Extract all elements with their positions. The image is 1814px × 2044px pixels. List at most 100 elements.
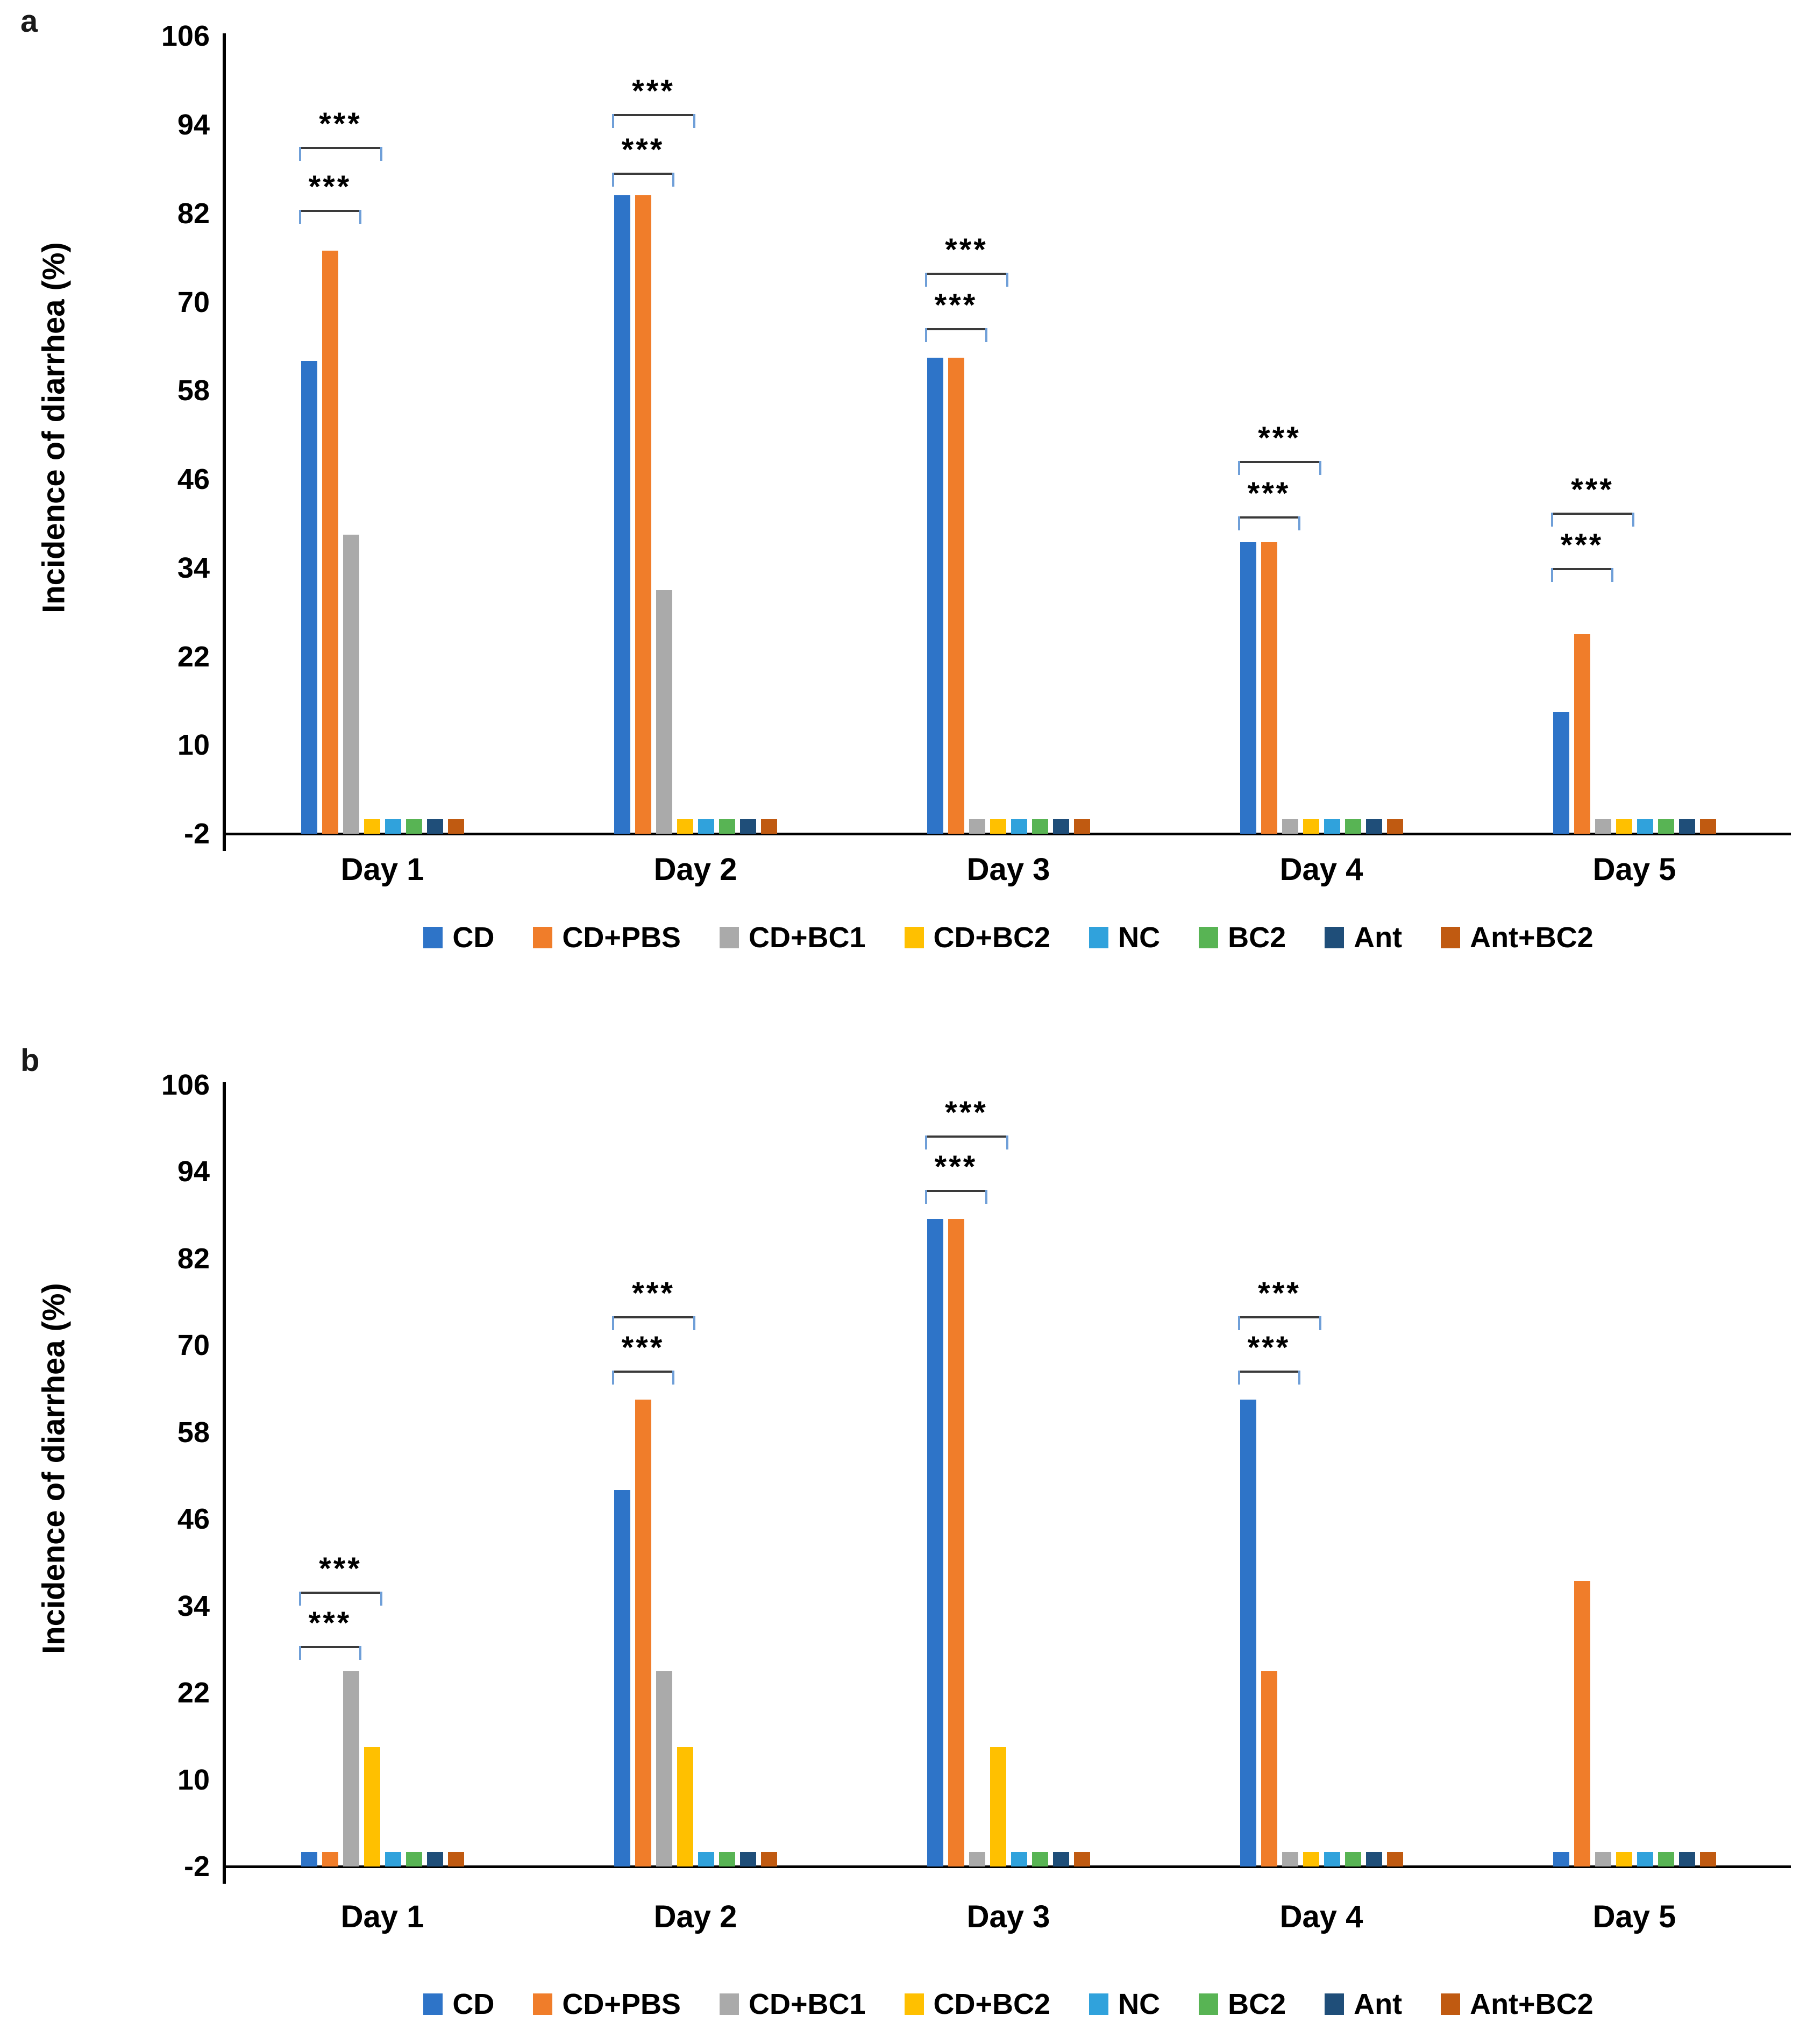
bar-CD+BC2-day-1 — [364, 819, 380, 834]
legend-item-CD+PBS: CD+PBS — [533, 1988, 681, 2021]
legend-label-CD+BC1: CD+BC1 — [748, 921, 866, 954]
significance-stars: *** — [945, 1095, 988, 1131]
legend-label-CD+BC2: CD+BC2 — [933, 921, 1051, 954]
bar-BC2-day-3 — [1032, 1852, 1048, 1866]
legend-label-CD+BC1: CD+BC1 — [748, 1988, 866, 2020]
significance-bracket-end — [672, 173, 674, 187]
bar-Ant-day-3 — [1052, 819, 1069, 834]
bar-CD+BC1-day-1 — [343, 535, 359, 834]
bar-CD+BC1-day-3 — [969, 1852, 985, 1866]
legend-item-CD+BC1: CD+BC1 — [719, 921, 866, 954]
panel-a-y-tick-label: 106 — [161, 20, 210, 53]
bar-NC-day-3 — [1011, 819, 1027, 834]
bar-CD+BC2-day-4 — [1303, 1852, 1319, 1866]
bar-Ant+BC2-day-1 — [447, 819, 464, 834]
legend-item-Ant+BC2: Ant+BC2 — [1441, 1988, 1594, 2021]
bar-Ant-day-3 — [1052, 1852, 1069, 1866]
legend-item-CD: CD — [423, 921, 494, 954]
bar-Ant+BC2-day-2 — [760, 819, 777, 834]
bar-CD-day-1 — [301, 1852, 317, 1866]
significance-bracket-end — [1319, 1316, 1321, 1331]
significance-bracket-end — [1237, 1371, 1240, 1385]
significance-stars: *** — [1560, 527, 1604, 563]
bar-CD-day-4 — [1240, 542, 1256, 834]
legend-label-CD: CD — [452, 921, 495, 954]
legend-swatch-CD+BC1 — [719, 927, 739, 948]
bar-Ant+BC2-day-3 — [1073, 1852, 1090, 1866]
legend-item-CD+PBS: CD+PBS — [533, 921, 681, 954]
significance-bracket-end — [611, 1316, 614, 1331]
bar-Ant+BC2-day-5 — [1699, 1852, 1716, 1866]
bar-BC2-day-2 — [719, 1852, 735, 1866]
bar-CD+BC1-day-5 — [1595, 819, 1611, 834]
panel-b-y-axis-line — [223, 1082, 226, 1884]
legend-label-CD+PBS: CD+PBS — [562, 921, 681, 954]
legend-swatch-CD+BC2 — [904, 927, 924, 948]
bar-CD-day-2 — [614, 1490, 630, 1866]
significance-bracket — [611, 1371, 674, 1373]
legend-item-NC: NC — [1089, 1988, 1160, 2021]
panel-a-y-tick-label: 58 — [177, 374, 210, 407]
significance-bracket-end — [611, 113, 614, 128]
significance-bracket-end — [1237, 516, 1240, 530]
bar-BC2-day-3 — [1032, 819, 1048, 834]
panel-a-x-category-label: Day 1 — [340, 852, 424, 887]
panel-a-y-tick-label: 94 — [177, 109, 210, 141]
significance-stars: *** — [1258, 1276, 1301, 1311]
bar-NC-day-3 — [1011, 1852, 1027, 1866]
bar-CD+BC2-day-4 — [1303, 819, 1319, 834]
panel-b-y-tick-label: 10 — [177, 1763, 210, 1796]
bar-Ant-day-1 — [426, 1852, 443, 1866]
panel-b-x-category-label: Day 1 — [340, 1899, 424, 1934]
bar-Ant-day-2 — [739, 1852, 756, 1866]
bar-NC-day-5 — [1637, 819, 1653, 834]
panel-a-y-tick-label: 82 — [177, 197, 210, 230]
significance-bracket-end — [298, 1591, 301, 1606]
legend-swatch-Ant — [1325, 927, 1345, 948]
bar-BC2-day-1 — [406, 819, 422, 834]
bar-CD+BC2-day-2 — [677, 819, 693, 834]
bar-CD-day-3 — [927, 357, 943, 834]
legend-item-Ant: Ant — [1325, 1988, 1402, 2021]
legend-item-NC: NC — [1089, 921, 1160, 954]
significance-bracket — [298, 1645, 361, 1648]
bar-CD-day-5 — [1553, 712, 1569, 834]
panel-a-y-tick-label: 10 — [177, 729, 210, 762]
panel-a-x-category-label: Day 4 — [1279, 852, 1363, 887]
significance-bracket-end — [611, 173, 614, 187]
panel-a-x-category-label: Day 3 — [966, 852, 1050, 887]
bar-Ant+BC2-day-1 — [447, 1852, 464, 1866]
panel-b-x-axis-line — [223, 1865, 1791, 1868]
significance-bracket — [298, 1591, 382, 1594]
significance-stars: *** — [934, 287, 978, 323]
legend-label-Ant+BC2: Ant+BC2 — [1470, 1988, 1594, 2020]
bar-NC-day-1 — [385, 1852, 401, 1866]
legend-swatch-Ant+BC2 — [1441, 1993, 1461, 2015]
panel-a-x-category-label: Day 2 — [653, 852, 737, 887]
legend-item-Ant: Ant — [1325, 921, 1402, 954]
panel-b-x-category-label: Day 3 — [966, 1899, 1050, 1934]
bar-BC2-day-5 — [1658, 819, 1674, 834]
legend-label-CD: CD — [452, 1988, 495, 2020]
significance-bracket-end — [693, 1316, 695, 1331]
significance-bracket-end — [611, 1371, 614, 1385]
bar-Ant-day-5 — [1678, 819, 1695, 834]
significance-bracket-end — [924, 272, 927, 287]
panel-b-letter: b — [20, 1043, 40, 1078]
bar-Ant-day-4 — [1365, 819, 1382, 834]
significance-stars: *** — [1247, 1330, 1291, 1366]
significance-stars: *** — [934, 1149, 978, 1184]
bar-CD+BC1-day-3 — [969, 819, 985, 834]
panel-a-y-axis-line — [223, 33, 226, 851]
bar-BC2-day-5 — [1658, 1852, 1674, 1866]
significance-stars: *** — [1247, 475, 1291, 511]
bar-Ant+BC2-day-4 — [1386, 819, 1403, 834]
bar-BC2-day-2 — [719, 819, 735, 834]
bar-Ant-day-1 — [426, 819, 443, 834]
significance-bracket — [924, 328, 987, 330]
significance-bracket — [924, 1190, 987, 1192]
legend-item-CD+BC2: CD+BC2 — [904, 921, 1051, 954]
bar-CD+PBS-day-3 — [948, 1218, 964, 1866]
panel-a-y-tick-label: 70 — [177, 286, 210, 318]
